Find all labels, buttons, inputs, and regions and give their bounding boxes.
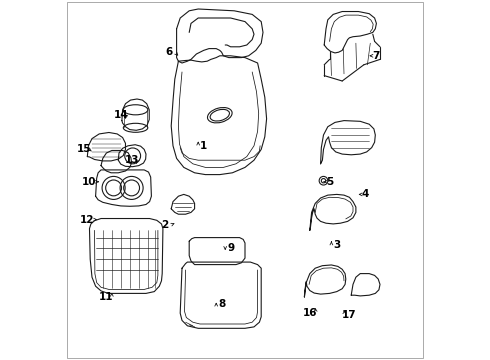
Text: 9: 9 xyxy=(227,243,234,253)
Text: 4: 4 xyxy=(362,189,369,199)
Text: 8: 8 xyxy=(218,299,225,309)
Text: 12: 12 xyxy=(80,215,95,225)
Text: 2: 2 xyxy=(162,220,169,230)
Text: 1: 1 xyxy=(200,141,207,151)
Text: 3: 3 xyxy=(333,240,341,250)
Text: 5: 5 xyxy=(326,177,333,187)
Text: 13: 13 xyxy=(124,155,139,165)
Text: 10: 10 xyxy=(82,177,97,187)
Text: 15: 15 xyxy=(76,144,91,154)
Text: 14: 14 xyxy=(114,110,128,120)
Text: 11: 11 xyxy=(99,292,114,302)
Text: 16: 16 xyxy=(303,308,318,318)
Text: 17: 17 xyxy=(342,310,357,320)
Text: 7: 7 xyxy=(373,51,380,61)
Text: 6: 6 xyxy=(166,47,173,57)
